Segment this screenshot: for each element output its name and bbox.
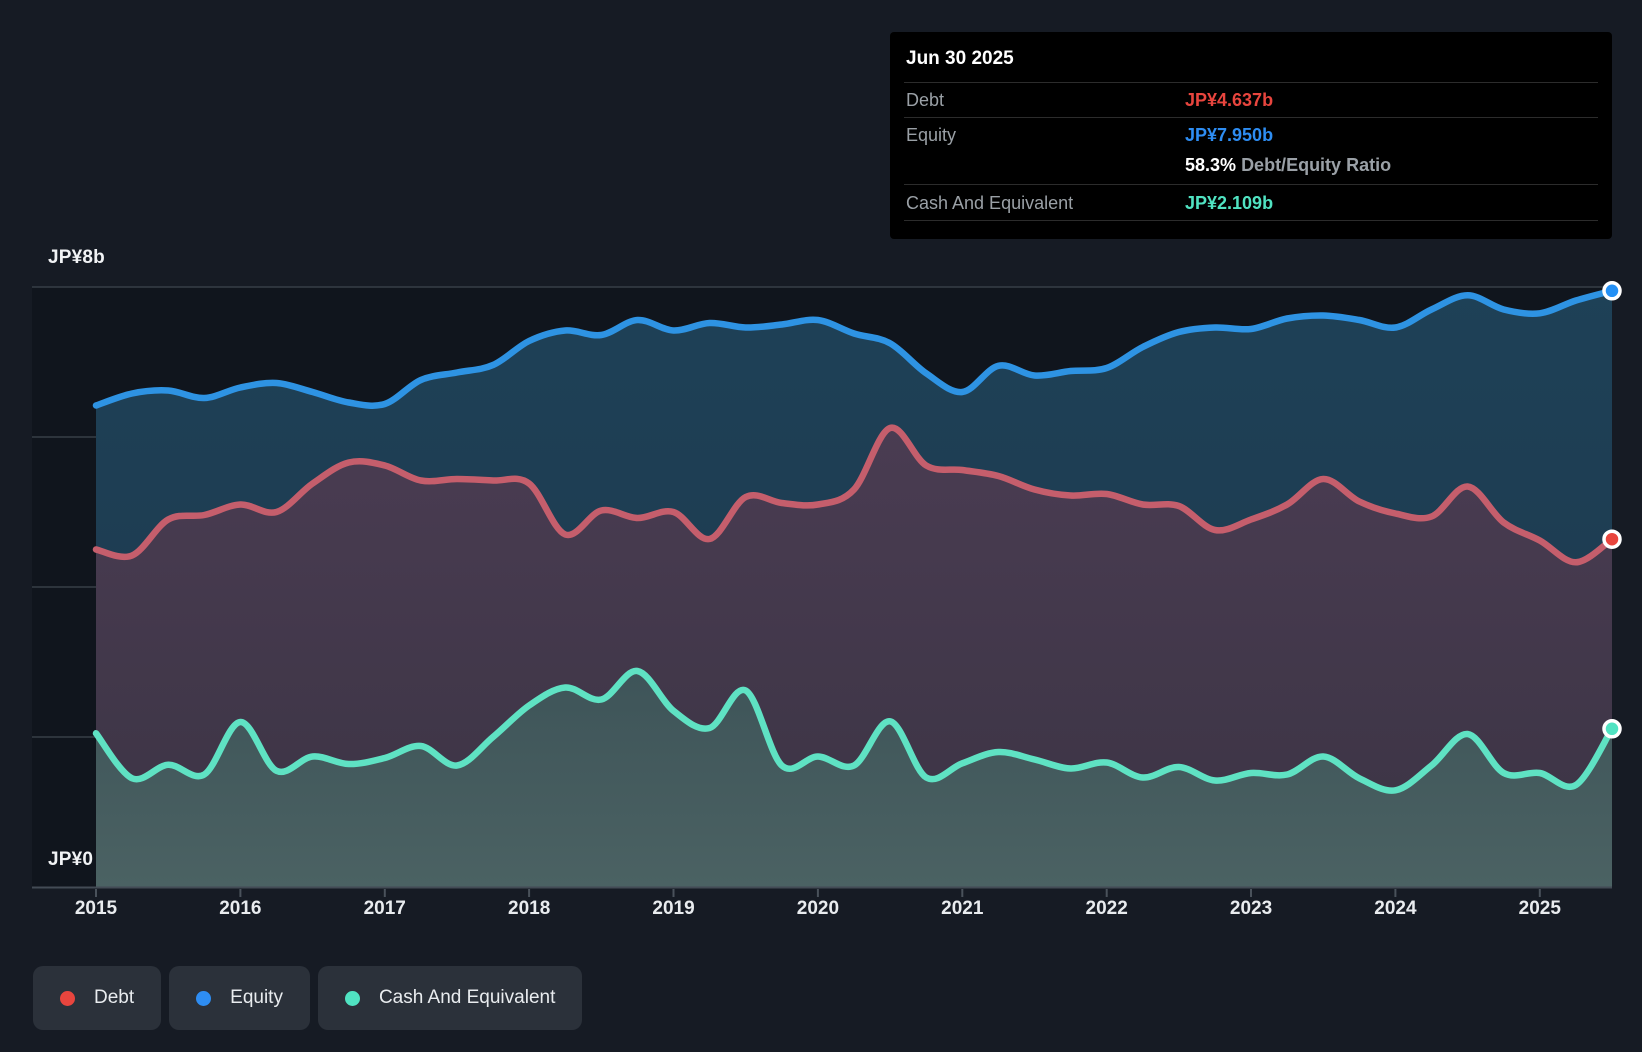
tooltip-ratio-value: 58.3% xyxy=(1185,155,1237,175)
equity-line xyxy=(92,287,1616,409)
debt-endpoint-dot xyxy=(1602,529,1622,549)
legend-item-debt[interactable]: Debt xyxy=(33,966,162,1030)
x-tick-label: 2015 xyxy=(74,898,118,919)
equity-dot-icon xyxy=(196,990,212,1006)
series-areas xyxy=(96,290,1612,887)
tooltip-row-cash: Cash And Equivalent JP¥2.109b xyxy=(904,184,1598,221)
y-axis-max-label: JP¥8b xyxy=(48,247,105,268)
x-axis-labels: 2015 2016 2017 2018 2019 2020 2021 2022 2023 2024… xyxy=(0,898,1642,924)
x-tick-label: 2021 xyxy=(941,898,984,919)
tooltip-equity-label: Equity xyxy=(906,125,957,145)
tooltip-row-equity: Equity JP¥7.950b xyxy=(904,117,1598,150)
legend-debt-label: Debt xyxy=(94,987,135,1008)
tooltip-ratio: 58.3% Debt/Equity Ratio xyxy=(1185,150,1391,180)
x-tick-label: 2023 xyxy=(1229,898,1273,919)
x-tick-label: 2022 xyxy=(1085,898,1128,919)
x-tick-label: 2019 xyxy=(652,898,695,919)
tooltip-debt-value: JP¥4.637b xyxy=(1185,90,1274,110)
y-axis-min-label: JP¥0 xyxy=(48,849,94,870)
tooltip-row-debt: Debt JP¥4.637b xyxy=(904,82,1598,117)
x-tick-label: 2018 xyxy=(508,898,551,919)
debt-dot-icon xyxy=(60,990,75,1006)
tooltip-cash-label: Cash And Equivalent xyxy=(906,193,1074,213)
series-lines xyxy=(92,287,1616,794)
cash-area xyxy=(96,670,1612,887)
x-tick-label: 2025 xyxy=(1518,898,1561,919)
x-tick-label: 2024 xyxy=(1374,898,1417,919)
debt-line xyxy=(92,424,1616,566)
cash-dot-icon xyxy=(344,990,360,1006)
legend-equity-label: Equity xyxy=(230,987,283,1008)
tooltip-row-ratio: 58.3% Debt/Equity Ratio xyxy=(904,150,1598,184)
tooltip-ratio-label: Debt/Equity Ratio xyxy=(1241,155,1392,175)
chart-tooltip: Jun 30 2025 Debt JP¥4.637b Equity JP¥7.9… xyxy=(890,32,1612,239)
x-axis xyxy=(32,886,1612,897)
chart-legend: Debt Equity Cash And Equivalent xyxy=(33,966,583,1030)
tooltip-cash-value: JP¥2.109b xyxy=(1185,193,1274,213)
legend-cash-label: Cash And Equivalent xyxy=(378,987,556,1008)
x-tick-label: 2017 xyxy=(363,898,406,919)
equity-endpoint-dot xyxy=(1602,281,1622,301)
legend-item-cash[interactable]: Cash And Equivalent xyxy=(317,966,583,1030)
legend-item-equity[interactable]: Equity xyxy=(169,966,310,1030)
x-tick-label: 2020 xyxy=(796,898,840,919)
cash-endpoint-dot xyxy=(1602,719,1622,739)
cash-line xyxy=(92,667,1616,794)
tooltip-equity-value: JP¥7.950b xyxy=(1185,125,1274,145)
x-tick-label: 2016 xyxy=(219,898,262,919)
tooltip-date: Jun 30 2025 xyxy=(906,48,1014,69)
latest-point-markers xyxy=(1602,281,1622,739)
tooltip-debt-label: Debt xyxy=(906,90,945,110)
